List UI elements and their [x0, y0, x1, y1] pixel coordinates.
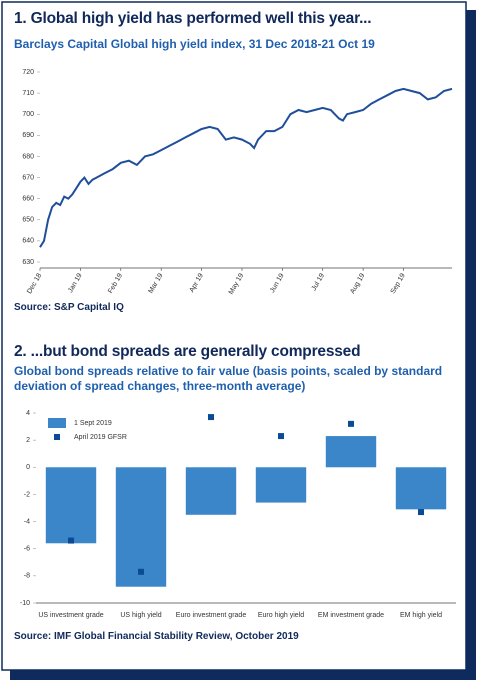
y-tick-label: -6	[24, 546, 30, 553]
chart-title: 2. ...but bond spreads are generally com…	[14, 343, 361, 360]
bar	[325, 436, 377, 468]
legend-swatch	[54, 434, 60, 440]
marker	[138, 568, 144, 575]
y-tick-label: 710	[22, 90, 34, 97]
legend-swatch	[48, 418, 66, 428]
x-tick-label: EM investment grade	[318, 612, 384, 619]
y-tick-label: 2	[26, 437, 30, 444]
y-tick-label: 680	[22, 153, 34, 160]
y-tick-label: 690	[22, 132, 34, 139]
y-tick-label: 0	[26, 464, 30, 471]
chart-title: 1. Global high yield has performed well …	[14, 10, 372, 27]
panel	[1, 1, 467, 671]
legend-label: April 2019 GFSR	[74, 434, 127, 441]
bar	[115, 467, 167, 587]
y-tick-label: -2	[24, 491, 30, 498]
x-tick-label: US investment grade	[38, 612, 103, 619]
x-tick-label: Euro investment grade	[176, 612, 247, 619]
y-tick-label: 670	[22, 174, 34, 181]
y-tick-label: -10	[20, 600, 30, 607]
x-tick-label: US high yield	[120, 612, 161, 619]
bar	[395, 467, 447, 510]
chart-subtitle: Barclays Capital Global high yield index…	[14, 37, 375, 51]
marker	[418, 509, 424, 516]
y-tick-label: 4	[26, 410, 30, 417]
x-tick-label: Euro high yield	[258, 612, 304, 619]
legend-label: 1 Sept 2019	[74, 420, 112, 427]
y-tick-label: -8	[24, 573, 30, 580]
y-tick-label: 700	[22, 111, 34, 118]
marker	[278, 433, 284, 440]
line-series	[39, 87, 453, 248]
marker	[208, 414, 214, 421]
bar	[185, 467, 237, 515]
y-tick-label: 720	[22, 69, 34, 76]
y-tick-label: 660	[22, 196, 34, 203]
y-tick-label: 650	[22, 217, 34, 224]
marker	[348, 420, 354, 427]
bar	[255, 467, 307, 503]
source: Source: S&P Capital IQ	[14, 302, 124, 313]
y-tick-label: 630	[22, 259, 34, 266]
bar	[45, 467, 97, 544]
x-tick-label: EM high yield	[400, 612, 442, 619]
marker	[68, 537, 74, 544]
chart-subtitle: Global bond spreads relative to fair val…	[14, 364, 443, 393]
y-tick-label: 640	[22, 238, 34, 245]
source: Source: IMF Global Financial Stability R…	[14, 631, 299, 642]
y-tick-label: -4	[24, 518, 30, 525]
